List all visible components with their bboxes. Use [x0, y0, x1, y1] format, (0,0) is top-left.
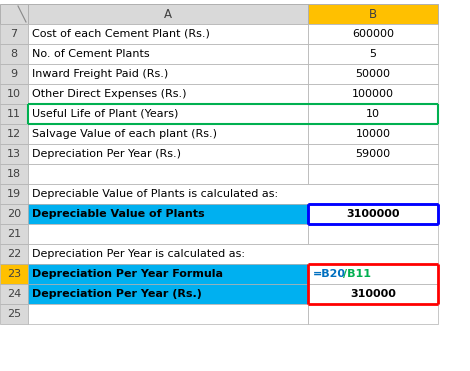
Text: Salvage Value of each plant (Rs.): Salvage Value of each plant (Rs.) [32, 129, 217, 139]
Text: 10000: 10000 [355, 129, 391, 139]
Text: Depreciation Per Year (Rs.): Depreciation Per Year (Rs.) [32, 149, 181, 159]
Bar [28, 84, 308, 104]
Bar [28, 24, 308, 44]
Bar [308, 84, 438, 104]
Bar [0, 164, 28, 184]
Bar [28, 44, 308, 64]
Text: Depreciable Value of Plants is calculated as:: Depreciable Value of Plants is calculate… [32, 189, 278, 199]
Bar [0, 304, 28, 324]
Text: 100000: 100000 [352, 89, 394, 99]
Bar [28, 144, 308, 164]
Text: 59000: 59000 [355, 149, 391, 159]
Bar [28, 184, 438, 204]
Text: Depreciable Value of Plants: Depreciable Value of Plants [32, 209, 204, 219]
Text: 22: 22 [7, 249, 21, 259]
Text: A: A [164, 7, 172, 20]
Bar [28, 104, 308, 124]
Bar [28, 284, 308, 304]
Bar [0, 4, 28, 24]
Text: Cost of each Cement Plant (Rs.): Cost of each Cement Plant (Rs.) [32, 29, 210, 39]
Bar [308, 4, 438, 24]
Text: 13: 13 [7, 149, 21, 159]
Bar [28, 244, 438, 264]
Text: 18: 18 [7, 169, 21, 179]
Bar [0, 204, 28, 224]
Bar [308, 104, 438, 124]
Bar [28, 224, 308, 244]
Bar [308, 44, 438, 64]
Bar [0, 264, 28, 284]
Text: 10: 10 [366, 109, 380, 119]
Text: 600000: 600000 [352, 29, 394, 39]
Text: Useful Life of Plant (Years): Useful Life of Plant (Years) [32, 109, 179, 119]
Bar [0, 144, 28, 164]
Text: 25: 25 [7, 309, 21, 319]
Text: 5: 5 [369, 49, 376, 59]
Bar [0, 44, 28, 64]
Text: 24: 24 [7, 289, 21, 299]
Text: 7: 7 [10, 29, 17, 39]
Text: Depreciation Per Year Formula: Depreciation Per Year Formula [32, 269, 223, 279]
Bar [0, 184, 28, 204]
Bar [28, 124, 308, 144]
Bar [308, 144, 438, 164]
Bar [308, 204, 438, 224]
Text: =B20: =B20 [313, 269, 346, 279]
Text: 20: 20 [7, 209, 21, 219]
Text: No. of Cement Plants: No. of Cement Plants [32, 49, 149, 59]
Bar [0, 124, 28, 144]
Bar [308, 124, 438, 144]
Bar [308, 164, 438, 184]
Bar [0, 224, 28, 244]
Bar [28, 304, 308, 324]
Text: /B11: /B11 [343, 269, 371, 279]
Bar [0, 84, 28, 104]
Text: 8: 8 [10, 49, 17, 59]
Text: 12: 12 [7, 129, 21, 139]
Text: Depreciation Per Year is calculated as:: Depreciation Per Year is calculated as: [32, 249, 245, 259]
Text: B: B [369, 7, 377, 20]
Text: 19: 19 [7, 189, 21, 199]
Bar [28, 264, 308, 284]
Text: Inward Freight Paid (Rs.): Inward Freight Paid (Rs.) [32, 69, 168, 79]
Bar [308, 224, 438, 244]
Bar [0, 244, 28, 264]
Bar [308, 24, 438, 44]
Bar [308, 304, 438, 324]
Bar [308, 284, 438, 304]
Text: 21: 21 [7, 229, 21, 239]
Bar [28, 64, 308, 84]
Bar [0, 104, 28, 124]
Text: 23: 23 [7, 269, 21, 279]
Bar [0, 64, 28, 84]
Text: Other Direct Expenses (Rs.): Other Direct Expenses (Rs.) [32, 89, 187, 99]
Text: 310000: 310000 [350, 289, 396, 299]
Bar [308, 264, 438, 284]
Text: 11: 11 [7, 109, 21, 119]
Bar [308, 64, 438, 84]
Bar [28, 4, 308, 24]
Text: 10: 10 [7, 89, 21, 99]
Text: Depreciation Per Year (Rs.): Depreciation Per Year (Rs.) [32, 289, 202, 299]
Bar [28, 204, 308, 224]
Text: 50000: 50000 [355, 69, 391, 79]
Text: 9: 9 [10, 69, 17, 79]
Text: 3100000: 3100000 [346, 209, 400, 219]
Bar [28, 164, 308, 184]
Bar [0, 24, 28, 44]
Bar [0, 284, 28, 304]
